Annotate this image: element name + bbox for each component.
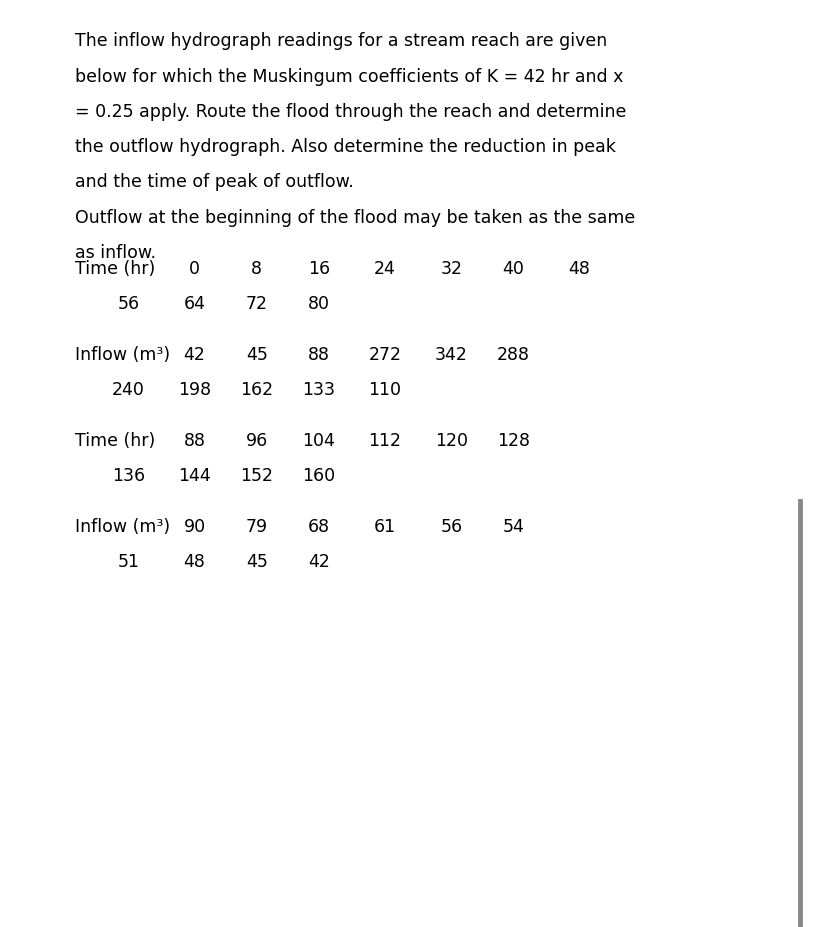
- Text: 45: 45: [246, 346, 267, 363]
- Text: Outflow at the beginning of the flood may be taken as the same: Outflow at the beginning of the flood ma…: [74, 209, 634, 226]
- Text: and the time of peak of outflow.: and the time of peak of outflow.: [74, 173, 353, 191]
- Text: 61: 61: [374, 518, 395, 536]
- Text: below for which the Muskingum coefficients of K = 42 hr and x: below for which the Muskingum coefficien…: [74, 68, 622, 85]
- Text: Inflow (m³): Inflow (m³): [74, 346, 170, 363]
- Text: 112: 112: [368, 432, 401, 450]
- Text: 120: 120: [434, 432, 467, 450]
- Text: 90: 90: [184, 518, 205, 536]
- Text: 51: 51: [117, 553, 139, 571]
- Text: 96: 96: [246, 432, 267, 450]
- Text: 104: 104: [302, 432, 335, 450]
- Text: 80: 80: [308, 295, 329, 312]
- Text: 79: 79: [246, 518, 267, 536]
- Text: 42: 42: [184, 346, 205, 363]
- Text: 272: 272: [368, 346, 401, 363]
- Text: 72: 72: [246, 295, 267, 312]
- Text: 68: 68: [308, 518, 329, 536]
- Text: 152: 152: [240, 467, 273, 485]
- Text: 288: 288: [496, 346, 529, 363]
- Text: 0: 0: [189, 260, 200, 277]
- Text: = 0.25 apply. Route the flood through the reach and determine: = 0.25 apply. Route the flood through th…: [74, 103, 625, 121]
- Text: 144: 144: [178, 467, 211, 485]
- Text: 54: 54: [502, 518, 523, 536]
- Text: Inflow (m³): Inflow (m³): [74, 518, 170, 536]
- Text: 16: 16: [308, 260, 329, 277]
- Text: the outflow hydrograph. Also determine the reduction in peak: the outflow hydrograph. Also determine t…: [74, 138, 614, 156]
- Text: as inflow.: as inflow.: [74, 244, 155, 261]
- Text: 56: 56: [440, 518, 461, 536]
- Text: 48: 48: [184, 553, 205, 571]
- Text: 240: 240: [112, 381, 145, 399]
- Text: 198: 198: [178, 381, 211, 399]
- Text: 45: 45: [246, 553, 267, 571]
- Text: Time (hr): Time (hr): [74, 432, 155, 450]
- Text: 88: 88: [308, 346, 329, 363]
- Text: 133: 133: [302, 381, 335, 399]
- Text: 342: 342: [434, 346, 467, 363]
- Text: The inflow hydrograph readings for a stream reach are given: The inflow hydrograph readings for a str…: [74, 32, 606, 50]
- Text: 8: 8: [251, 260, 262, 277]
- Text: 136: 136: [112, 467, 145, 485]
- Text: Time (hr): Time (hr): [74, 260, 155, 277]
- Text: 40: 40: [502, 260, 523, 277]
- Text: 48: 48: [568, 260, 590, 277]
- Text: 160: 160: [302, 467, 335, 485]
- Text: 110: 110: [368, 381, 401, 399]
- Text: 88: 88: [184, 432, 205, 450]
- Text: 32: 32: [440, 260, 461, 277]
- Text: 56: 56: [117, 295, 139, 312]
- Text: 42: 42: [308, 553, 329, 571]
- Text: 162: 162: [240, 381, 273, 399]
- Text: 24: 24: [374, 260, 395, 277]
- Text: 128: 128: [496, 432, 529, 450]
- Text: 64: 64: [184, 295, 205, 312]
